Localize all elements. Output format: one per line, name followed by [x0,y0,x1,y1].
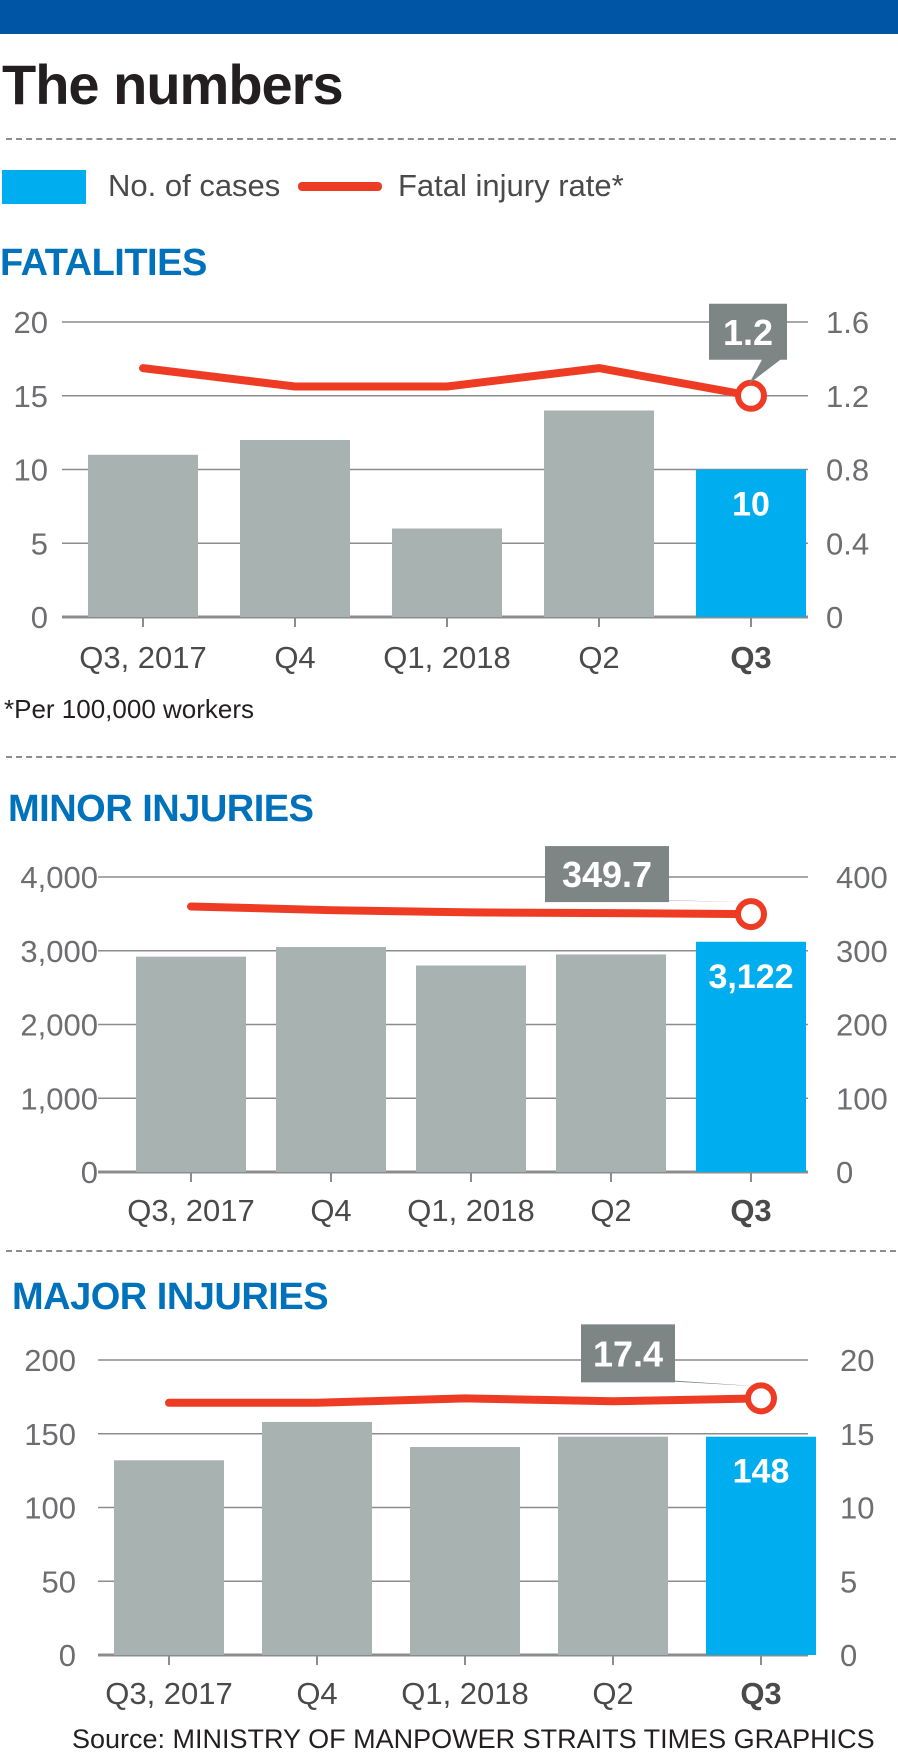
y2-tick-label: 20 [840,1343,874,1378]
divider [6,138,896,140]
y-tick-label: 1,000 [20,1081,98,1116]
source-credit: Source: MINISTRY OF MANPOWER STRAITS TIM… [72,1724,875,1754]
footnote: *Per 100,000 workers [4,694,255,724]
rate-line [187,902,755,919]
callout-pointer [645,900,749,903]
callout-box [581,1324,675,1383]
minor-injuries-title: MINOR INJURIES [8,788,314,830]
minor-injuries-chart: 0 1,000 2,000 3,000 4,000 0 100 200 300 400 Q3, 20… [20,846,888,1228]
x-tick-label: Q2 [592,1676,633,1711]
callout-pointer [749,357,783,384]
y2-tick-label: 0 [840,1638,857,1673]
x-tick-label: Q4 [274,640,315,675]
major-injuries-chart: 0 50 100 150 200 0 5 10 15 20 Q3, 2017 Q4 Q1, 2018 Q2… [24,1324,874,1711]
y-tick-label: 15 [14,379,48,414]
y2-tick-label: 5 [840,1564,857,1599]
y-tick-label: 200 [24,1343,76,1378]
legend-cases-label: No. of cases [108,168,281,203]
bar [558,1436,668,1655]
y2-tick-label: 200 [836,1008,888,1043]
bar [114,1460,224,1655]
bar [136,956,246,1172]
y-tick-label: 0 [59,1638,76,1673]
divider [6,1250,896,1252]
legend-cases-swatch [2,170,86,204]
legend-rate-line [298,182,382,191]
x-tick-label: Q2 [590,1193,631,1228]
x-tick-label: Q2 [578,640,619,675]
bar-value-label: 10 [732,486,770,524]
y-tick-label: 20 [14,305,48,340]
legend: No. of cases Fatal injury rate* [2,166,892,206]
bar [240,440,350,617]
bar [696,941,806,1172]
y2-tick-label: 15 [840,1417,874,1452]
top-banner [0,0,898,34]
bar [696,469,806,617]
x-tick-label: Q3 [730,1193,771,1228]
bar [544,410,654,617]
bar-value-label: 148 [733,1453,790,1491]
fatalities-chart: 0 5 10 15 20 0 0.4 0.8 1.2 1.6 Q3, 2017 Q4 Q1, 2018 Q… [14,303,869,675]
bar [556,954,666,1172]
y2-tick-label: 10 [840,1491,874,1526]
x-tick-label: Q4 [310,1193,351,1228]
y-tick-label: 150 [24,1417,76,1452]
rate-endpoint-marker [735,379,767,412]
callout-value: 17.4 [593,1333,663,1374]
y-tick-label: 100 [24,1491,76,1526]
y2-tick-label: 100 [836,1081,888,1116]
y2-tick-label: 0.8 [826,453,869,488]
y-tick-label: 0 [31,600,48,635]
bar [392,528,502,617]
rate-line [165,1394,765,1407]
rate-endpoint-marker [745,1382,777,1415]
y2-tick-label: 0.4 [826,526,869,561]
y-tick-label: 50 [42,1564,76,1599]
y2-tick-label: 0 [826,600,843,635]
callout-value: 1.2 [723,312,773,353]
y2-tick-label: 0 [836,1155,853,1190]
x-tick-label: Q3, 2017 [127,1193,255,1228]
x-tick-label: Q3 [740,1676,781,1711]
x-tick-label: Q1, 2018 [383,640,511,675]
y-tick-label: 3,000 [20,934,98,969]
bar [88,454,198,617]
major-injuries-title: MAJOR INJURIES [12,1276,329,1318]
bar [416,965,526,1172]
fatalities-title: FATALITIES [0,242,207,284]
callout-box [545,846,669,903]
rate-line [139,364,755,400]
bar [262,1421,372,1655]
y-tick-label: 2,000 [20,1008,98,1043]
x-tick-label: Q3, 2017 [105,1676,233,1711]
y2-tick-label: 300 [836,934,888,969]
page-title: The numbers [2,53,344,116]
x-tick-label: Q3, 2017 [79,640,207,675]
bar [706,1436,816,1655]
divider [6,756,896,758]
y-tick-label: 10 [14,453,48,488]
bar [410,1447,520,1655]
legend-rate-label: Fatal injury rate* [398,168,624,203]
x-tick-label: Q4 [296,1676,337,1711]
callout-box [709,303,787,360]
y-tick-label: 4,000 [20,860,98,895]
y-tick-label: 5 [31,526,48,561]
x-tick-label: Q1, 2018 [401,1676,529,1711]
y-tick-label: 0 [81,1155,98,1190]
rate-endpoint-marker [735,898,767,931]
callout-value: 349.7 [562,854,652,895]
y2-tick-label: 1.6 [826,305,869,340]
x-tick-label: Q1, 2018 [407,1193,535,1228]
y2-tick-label: 1.2 [826,379,869,414]
y2-tick-label: 400 [836,860,888,895]
x-tick-label: Q3 [730,640,771,675]
callout-pointer [651,1380,759,1387]
bar [276,947,386,1172]
bar-value-label: 3,122 [708,958,793,996]
